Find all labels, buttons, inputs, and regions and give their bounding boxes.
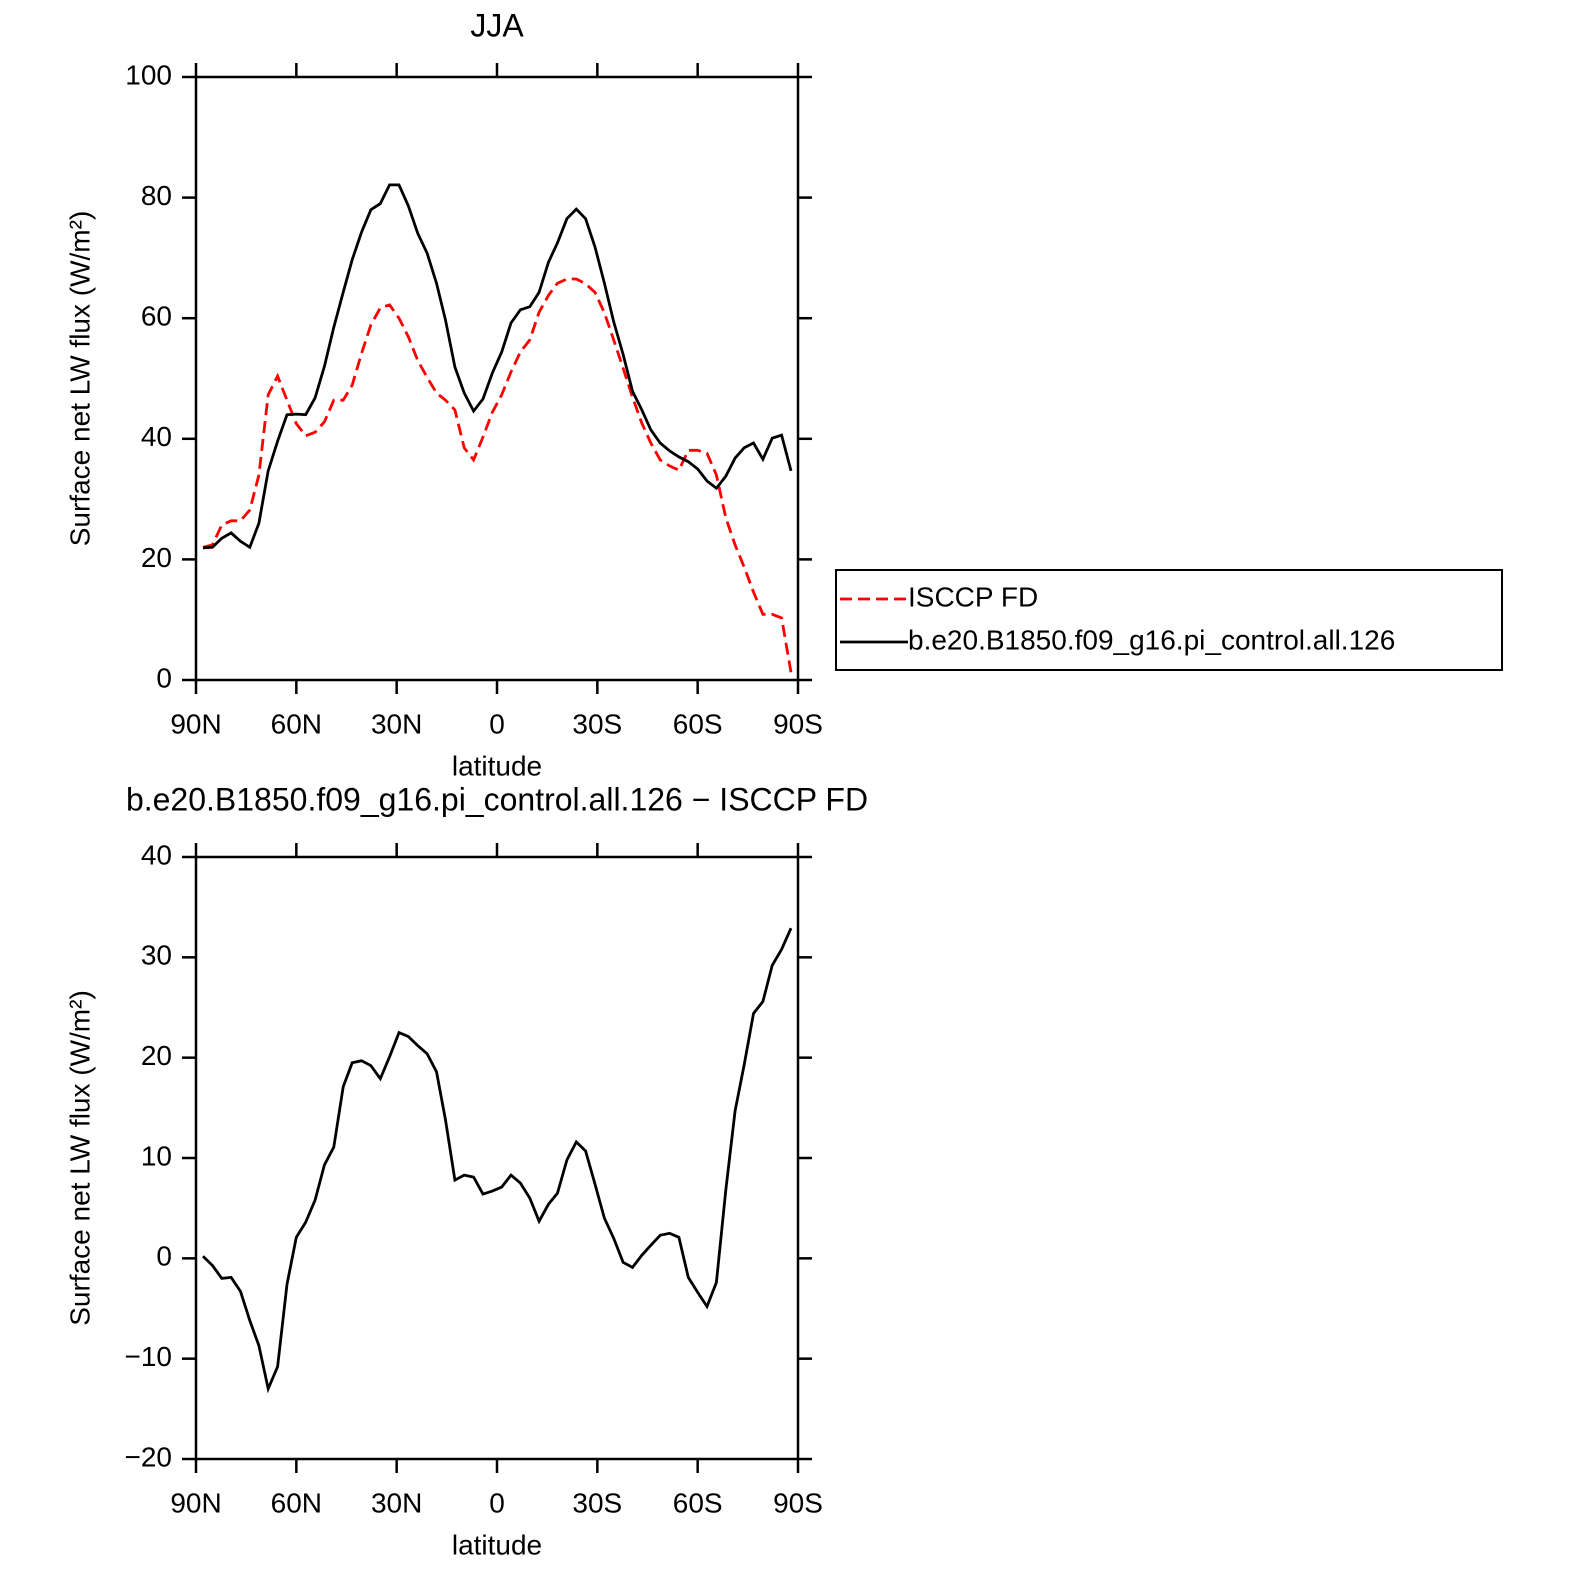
data-line	[202, 183, 793, 550]
data-line	[202, 277, 793, 673]
x-tick-label: 60N	[271, 1487, 322, 1518]
x-tick-label: 90S	[773, 708, 823, 739]
chart-title: b.e20.B1850.f09_g16.pi_control.all.126 −…	[126, 781, 868, 817]
y-tick-label: 80	[141, 180, 172, 211]
x-tick-label: 0	[489, 1487, 505, 1518]
y-tick-label: 60	[141, 301, 172, 332]
y-tick-label: 0	[156, 1241, 172, 1272]
x-tick-label: 0	[489, 708, 505, 739]
x-tick-label: 60S	[673, 1487, 723, 1518]
plot-frame	[194, 855, 800, 1461]
y-axis-label: Surface net LW flux (W/m²)	[64, 211, 95, 547]
legend-box	[835, 569, 1503, 671]
x-tick-label: 30N	[371, 1487, 422, 1518]
y-tick-label: 20	[141, 1040, 172, 1071]
y-tick-label: 0	[156, 662, 172, 693]
y-tick-label: 100	[125, 59, 172, 90]
x-tick-label: 60N	[271, 708, 322, 739]
x-axis-label: latitude	[452, 750, 542, 781]
x-tick-label: 90N	[170, 1487, 221, 1518]
y-tick-label: 10	[141, 1140, 172, 1171]
y-tick-label: 20	[141, 542, 172, 573]
y-tick-label: −10	[125, 1341, 173, 1372]
y-tick-label: −20	[125, 1441, 173, 1472]
y-axis-label: Surface net LW flux (W/m²)	[64, 990, 95, 1326]
chart-title: JJA	[470, 7, 524, 43]
data-line	[202, 927, 793, 1394]
y-tick-label: 40	[141, 839, 172, 870]
x-axis-label: latitude	[452, 1529, 542, 1560]
x-tick-label: 30N	[371, 708, 422, 739]
x-tick-label: 90S	[773, 1487, 823, 1518]
x-tick-label: 60S	[673, 708, 723, 739]
legend-label: b.e20.B1850.f09_g16.pi_control.all.126	[908, 624, 1395, 655]
x-tick-label: 90N	[170, 708, 221, 739]
x-tick-label: 30S	[572, 708, 622, 739]
y-tick-label: 40	[141, 421, 172, 452]
x-tick-label: 30S	[572, 1487, 622, 1518]
plot-frame	[194, 75, 800, 682]
y-tick-label: 30	[141, 940, 172, 971]
legend-label: ISCCP FD	[908, 581, 1038, 612]
